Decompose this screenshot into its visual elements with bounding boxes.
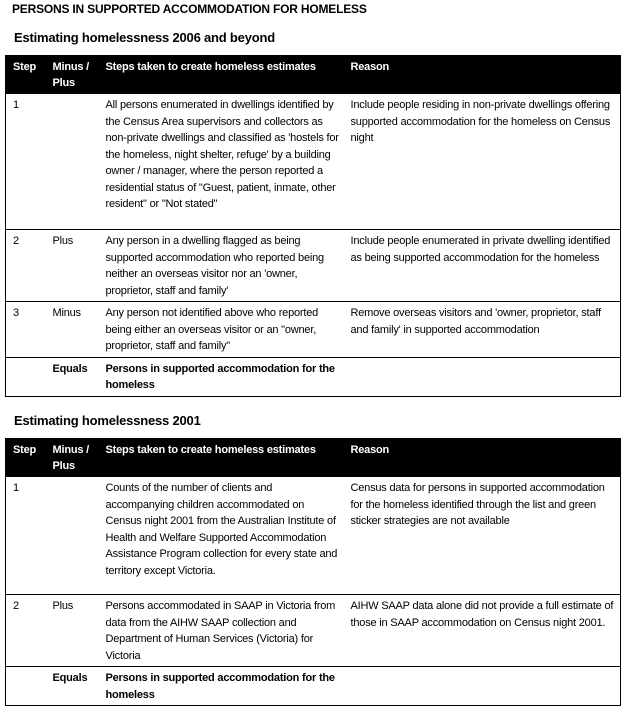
cell-steps: Any person not identified above who repo…: [98, 301, 344, 357]
col-op: Minus / Plus: [45, 55, 99, 94]
cell-reason: Include people enumerated in private dwe…: [343, 229, 621, 302]
cell-reason: Include people residing in non-private d…: [343, 93, 621, 230]
cell-step: [5, 356, 46, 396]
table-row-total: Equals Persons in supported accommodatio…: [5, 356, 621, 396]
col-reason: Reason: [343, 438, 621, 477]
cell-reason: [343, 666, 621, 706]
cell-reason: Remove overseas visitors and 'owner, pro…: [343, 301, 621, 357]
cell-reason: Census data for persons in supported acc…: [343, 476, 621, 595]
cell-steps: Counts of the number of clients and acco…: [98, 476, 344, 595]
table-row-total: Equals Persons in supported accommodatio…: [5, 666, 621, 706]
cell-steps: Persons in supported accommodation for t…: [98, 356, 344, 396]
col-op: Minus / Plus: [45, 438, 99, 477]
col-steps: Steps taken to create homeless estimates: [98, 55, 344, 94]
table-header: Step Minus / Plus Steps taken to create …: [5, 55, 621, 94]
table-row: 2 Plus Persons accommodated in SAAP in V…: [5, 594, 621, 667]
col-reason: Reason: [343, 55, 621, 94]
table-row: 2 Plus Any person in a dwelling flagged …: [5, 229, 621, 302]
cell-op: Plus: [45, 229, 99, 302]
col-step: Step: [5, 55, 46, 94]
table-2001: Step Minus / Plus Steps taken to create …: [5, 438, 621, 706]
cell-steps: All persons enumerated in dwellings iden…: [98, 93, 344, 230]
cell-op: [45, 93, 99, 230]
section-heading: Estimating homelessness 2006 and beyond: [14, 30, 275, 45]
table-2006: Step Minus / Plus Steps taken to create …: [5, 55, 621, 397]
cell-step: 2: [5, 594, 46, 667]
cell-step: [5, 666, 46, 706]
table-row: 1 Counts of the number of clients and ac…: [5, 476, 621, 595]
cell-step: 1: [5, 93, 46, 230]
section-heading: Estimating homelessness 2001: [14, 413, 201, 428]
table-header: Step Minus / Plus Steps taken to create …: [5, 438, 621, 477]
cell-op: Equals: [45, 666, 99, 706]
cell-steps: Any person in a dwelling flagged as bein…: [98, 229, 344, 302]
cell-reason: [343, 356, 621, 396]
cell-reason: AIHW SAAP data alone did not provide a f…: [343, 594, 621, 667]
cell-step: 3: [5, 301, 46, 357]
col-step: Step: [5, 438, 46, 477]
cell-op: Minus: [45, 301, 99, 357]
cell-steps: Persons accommodated in SAAP in Victoria…: [98, 594, 344, 667]
cell-step: 2: [5, 229, 46, 302]
table-row: 3 Minus Any person not identified above …: [5, 301, 621, 357]
cell-op: [45, 476, 99, 595]
cell-steps: Persons in supported accommodation for t…: [98, 666, 344, 706]
cell-op: Equals: [45, 356, 99, 396]
cell-step: 1: [5, 476, 46, 595]
cell-op: Plus: [45, 594, 99, 667]
page-title: PERSONS IN SUPPORTED ACCOMMODATION FOR H…: [12, 2, 367, 16]
col-steps: Steps taken to create homeless estimates: [98, 438, 344, 477]
table-row: 1 All persons enumerated in dwellings id…: [5, 93, 621, 230]
